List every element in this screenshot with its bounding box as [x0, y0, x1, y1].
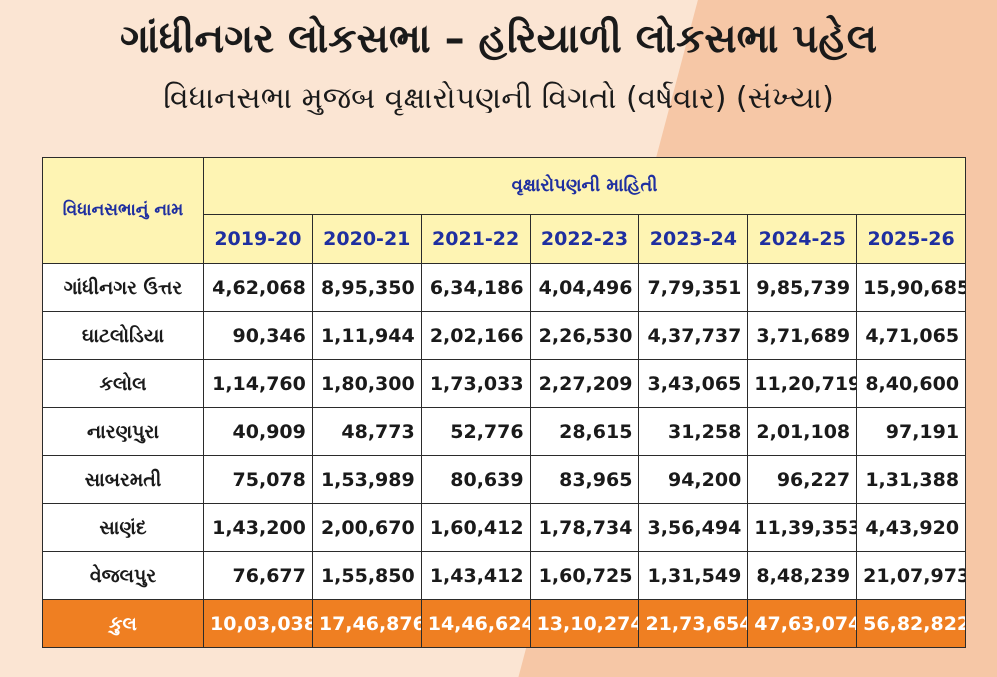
table-row: વેજલપુર 76,677 1,55,850 1,43,412 1,60,72… [42, 551, 967, 600]
plantation-info-header: વૃક્ષારોપણની માહિતી [202, 157, 967, 215]
value-cell: 1,60,725 [529, 551, 640, 600]
year-header: 2021-22 [420, 213, 531, 265]
total-value-cell: 13,10,274 [529, 599, 640, 648]
value-cell: 2,27,209 [529, 359, 640, 408]
value-cell: 2,00,670 [311, 503, 422, 552]
year-header: 2019-20 [203, 213, 313, 265]
year-header: 2022-23 [529, 213, 640, 265]
header-row-group: વિધાનસભાનું નામ વૃક્ષારોપણની માહિતી [42, 157, 967, 264]
value-cell: 1,80,300 [311, 359, 422, 408]
page-title: ગાંધીનગર લોકસભા – હરિયાળી લોકસભા પહેલ [119, 16, 878, 62]
value-cell: 1,78,734 [529, 503, 640, 552]
value-cell: 8,48,239 [747, 551, 858, 600]
year-header: 2024-25 [747, 213, 858, 265]
assembly-name-header: વિધાનસભાનું નામ [42, 157, 204, 264]
value-cell: 96,227 [747, 455, 858, 504]
value-cell: 4,37,737 [638, 311, 749, 360]
value-cell: 4,43,920 [856, 503, 967, 552]
table-row: નારણપુરા 40,909 48,773 52,776 28,615 31,… [42, 407, 967, 456]
value-cell: 40,909 [203, 407, 313, 456]
total-value-cell: 17,46,876 [311, 599, 422, 648]
value-cell: 2,02,166 [420, 311, 531, 360]
year-header: 2020-21 [311, 213, 422, 265]
assembly-name-cell: વેજલપુર [42, 551, 204, 600]
value-cell: 4,04,496 [529, 263, 640, 312]
total-value-cell: 21,73,654 [638, 599, 749, 648]
total-value-cell: 10,03,038 [203, 599, 313, 648]
value-cell: 31,258 [638, 407, 749, 456]
assembly-name-cell: નારણપુરા [42, 407, 204, 456]
assembly-name-cell: ગાંધીનગર ઉત્તર [42, 263, 204, 312]
value-cell: 1,31,549 [638, 551, 749, 600]
plantation-table: વિધાનસભાનું નામ વૃક્ષારોપણની માહિતી 2019… [42, 157, 967, 648]
table-row: સાબરમતી 75,078 1,53,989 80,639 83,965 94… [42, 455, 967, 504]
table-row: ઘાટલોડિયા 90,346 1,11,944 2,02,166 2,26,… [42, 311, 967, 360]
value-cell: 4,71,065 [856, 311, 967, 360]
year-header: 2023-24 [638, 213, 749, 265]
assembly-name-cell: ઘાટલોડિયા [42, 311, 204, 360]
value-cell: 1,43,412 [420, 551, 531, 600]
value-cell: 3,71,689 [747, 311, 858, 360]
value-cell: 75,078 [203, 455, 313, 504]
assembly-name-cell: સાબરમતી [42, 455, 204, 504]
value-cell: 1,14,760 [203, 359, 313, 408]
assembly-name-cell: કલોલ [42, 359, 204, 408]
value-cell: 9,85,739 [747, 263, 858, 312]
value-cell: 52,776 [420, 407, 531, 456]
value-cell: 8,95,350 [311, 263, 422, 312]
value-cell: 1,31,388 [856, 455, 967, 504]
value-cell: 3,43,065 [638, 359, 749, 408]
table-row: ગાંધીનગર ઉત્તર 4,62,068 8,95,350 6,34,18… [42, 263, 967, 312]
table-row: કલોલ 1,14,760 1,80,300 1,73,033 2,27,209… [42, 359, 967, 408]
value-cell: 3,56,494 [638, 503, 749, 552]
year-header: 2025-26 [856, 213, 967, 265]
total-value-cell: 47,63,074 [747, 599, 858, 648]
value-cell: 6,34,186 [420, 263, 531, 312]
value-cell: 7,79,351 [638, 263, 749, 312]
value-cell: 15,90,685 [856, 263, 967, 312]
value-cell: 97,191 [856, 407, 967, 456]
value-cell: 8,40,600 [856, 359, 967, 408]
value-cell: 11,39,353 [747, 503, 858, 552]
value-cell: 21,07,973 [856, 551, 967, 600]
value-cell: 80,639 [420, 455, 531, 504]
total-label-cell: કુલ [42, 599, 204, 648]
total-value-cell: 14,46,624 [420, 599, 531, 648]
value-cell: 2,01,108 [747, 407, 858, 456]
value-cell: 1,55,850 [311, 551, 422, 600]
value-cell: 28,615 [529, 407, 640, 456]
value-cell: 11,20,719 [747, 359, 858, 408]
value-cell: 1,11,944 [311, 311, 422, 360]
value-cell: 2,26,530 [529, 311, 640, 360]
value-cell: 1,53,989 [311, 455, 422, 504]
assembly-name-cell: સાણંદ [42, 503, 204, 552]
value-cell: 1,43,200 [203, 503, 313, 552]
table-row: સાણંદ 1,43,200 2,00,670 1,60,412 1,78,73… [42, 503, 967, 552]
header-row-years: 2019-20 2020-21 2021-22 2022-23 2023-24 … [43, 213, 967, 265]
value-cell: 1,60,412 [420, 503, 531, 552]
total-value-cell: 56,82,822 [856, 599, 967, 648]
value-cell: 4,62,068 [203, 263, 313, 312]
value-cell: 1,73,033 [420, 359, 531, 408]
value-cell: 94,200 [638, 455, 749, 504]
total-row: કુલ 10,03,038 17,46,876 14,46,624 13,10,… [42, 599, 967, 648]
page-subtitle: વિધાનસભા મુજબ વૃક્ષારોપણની વિગતો (વર્ષવા… [163, 81, 834, 116]
value-cell: 76,677 [203, 551, 313, 600]
value-cell: 83,965 [529, 455, 640, 504]
value-cell: 90,346 [203, 311, 313, 360]
value-cell: 48,773 [311, 407, 422, 456]
